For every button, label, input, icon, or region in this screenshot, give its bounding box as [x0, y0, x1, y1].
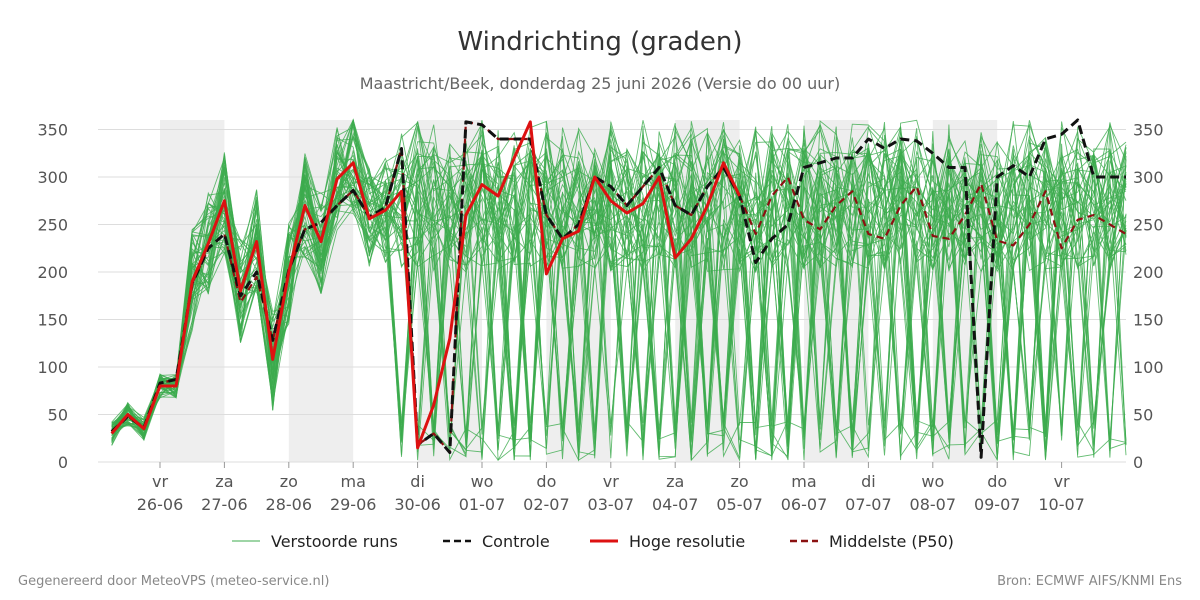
y-tick-label: 300 [37, 168, 68, 187]
chart-subtitle: Maastricht/Beek, donderdag 25 juni 2026 … [360, 74, 841, 93]
y-tick-label: 200 [37, 263, 68, 282]
y-tick-label-right: 50 [1133, 406, 1153, 425]
x-tick-date: 04-07 [652, 495, 699, 514]
y-axis-right: 0 50 100 150 200 250 300 350 [1133, 121, 1164, 473]
x-tick-date: 30-06 [394, 495, 441, 514]
x-axis: vr 26-06 za 27-06 zo 28-06 ma 29-06 di 30-06 wo 01-… [137, 462, 1085, 514]
y-axis-left: 0 50 100 150 200 250 300 350 [37, 121, 68, 473]
ensemble-run-line [111, 132, 1127, 457]
legend-label: Verstoorde runs [271, 532, 398, 551]
y-tick-label: 50 [48, 406, 68, 425]
x-tick-date: 06-07 [781, 495, 828, 514]
ensemble-run-line [111, 128, 1127, 458]
x-tick-date: 10-07 [1038, 495, 1085, 514]
x-tick-day: za [666, 472, 684, 491]
x-tick-day: ma [791, 472, 816, 491]
y-tick-label-right: 200 [1133, 263, 1164, 282]
x-tick-day: zo [280, 472, 298, 491]
y-tick-label: 250 [37, 216, 68, 235]
x-tick-date: 09-07 [974, 495, 1021, 514]
x-tick-day: di [861, 472, 876, 491]
x-tick-day: vr [1054, 472, 1070, 491]
y-tick-label: 150 [37, 311, 68, 330]
legend-label: Controle [482, 532, 550, 551]
x-tick-day: wo [471, 472, 494, 491]
legend-label: Middelste (P50) [829, 532, 954, 551]
ensemble-run-line [111, 124, 1127, 461]
legend-label: Hoge resolutie [629, 532, 745, 551]
x-tick-date: 05-07 [716, 495, 763, 514]
x-tick-date: 26-06 [137, 495, 184, 514]
ensemble-runs [111, 118, 1127, 462]
y-tick-label: 0 [58, 453, 68, 472]
footer-generated: Gegenereerd door MeteoVPS (meteo-service… [18, 574, 329, 589]
y-tick-label-right: 0 [1133, 453, 1143, 472]
series-hoge-resolutie-line [110, 120, 741, 450]
x-tick-date: 29-06 [330, 495, 377, 514]
y-tick-label: 100 [37, 358, 68, 377]
x-tick-day: do [536, 472, 556, 491]
x-tick-date: 08-07 [910, 495, 957, 514]
y-tick-label-right: 150 [1133, 311, 1164, 330]
legend: Verstoorde runs Controle Hoge resolutie Mid… [232, 532, 954, 551]
x-tick-date: 01-07 [459, 495, 506, 514]
x-tick-day: zo [731, 472, 749, 491]
x-tick-date: 27-06 [201, 495, 248, 514]
main-series [110, 118, 1127, 459]
y-tick-label-right: 100 [1133, 358, 1164, 377]
x-tick-day: di [410, 472, 425, 491]
x-tick-date: 28-06 [266, 495, 313, 514]
x-tick-day: ma [341, 472, 366, 491]
x-tick-day: za [215, 472, 233, 491]
x-tick-day: wo [921, 472, 944, 491]
y-tick-label-right: 250 [1133, 216, 1164, 235]
x-tick-day: vr [152, 472, 168, 491]
ensemble-run-line [111, 119, 1127, 461]
footer-source: Bron: ECMWF AIFS/KNMI Ens [997, 574, 1182, 589]
y-tick-label: 350 [37, 121, 68, 140]
ensemble-run-line [111, 145, 1127, 461]
x-tick-day: vr [603, 472, 619, 491]
x-tick-date: 07-07 [845, 495, 892, 514]
ensemble-run-line [111, 128, 1127, 458]
chart-title: Windrichting (graden) [457, 27, 742, 57]
y-tick-label-right: 350 [1133, 121, 1164, 140]
x-tick-date: 02-07 [523, 495, 570, 514]
x-tick-date: 03-07 [588, 495, 635, 514]
y-tick-label-right: 300 [1133, 168, 1164, 187]
series-controle-line [110, 118, 1126, 459]
x-tick-day: do [987, 472, 1007, 491]
